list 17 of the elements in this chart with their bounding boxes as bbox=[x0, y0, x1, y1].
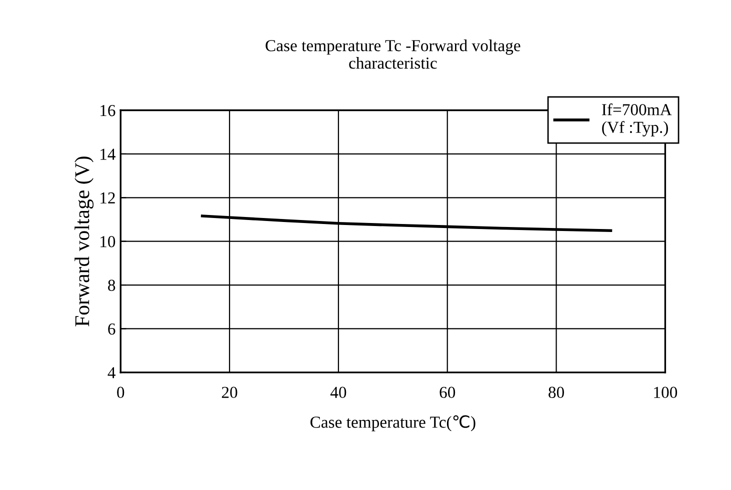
x-tick-label: 60 bbox=[440, 386, 456, 398]
y-tick-label: 12 bbox=[100, 192, 115, 204]
legend-label: If=700mA (Vf :Typ.) bbox=[602, 103, 672, 136]
y-tick-label: 6 bbox=[108, 323, 116, 335]
x-tick-label: 40 bbox=[330, 386, 346, 398]
y-tick-label: 16 bbox=[100, 104, 116, 116]
y-tick-label: 10 bbox=[100, 236, 116, 248]
chart-title: Case temperature Tc -Forward voltage characteristic bbox=[266, 40, 520, 69]
x-tick-label: 20 bbox=[222, 386, 238, 398]
y-axis-title: Forward voltage (V) bbox=[74, 156, 94, 326]
y-tick-label: 14 bbox=[100, 148, 116, 160]
x-tick-label: 80 bbox=[548, 386, 564, 398]
y-tick-label: 8 bbox=[108, 280, 116, 291]
x-axis-title: Case temperature Tc(℃) bbox=[310, 415, 476, 432]
x-tick-label: 100 bbox=[654, 386, 678, 398]
x-tick-label: 0 bbox=[117, 386, 124, 398]
y-tick-label: 4 bbox=[108, 367, 116, 378]
